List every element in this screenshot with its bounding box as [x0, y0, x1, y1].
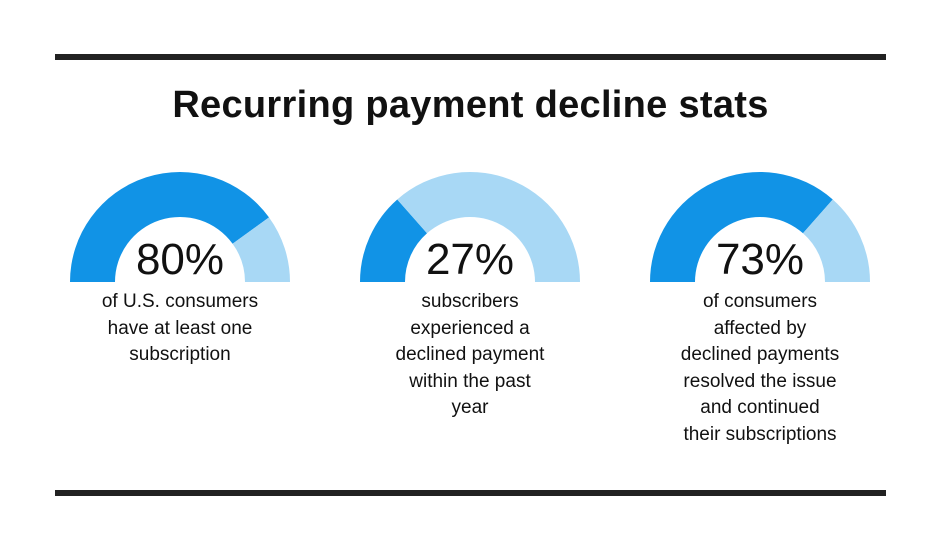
gauge-percentage: 80% — [135, 235, 225, 284]
gauge-1: 80% of U.S. consumers have at least one sub… — [60, 167, 300, 365]
description-line: of consumers — [702, 291, 818, 312]
gauge-3: 73% of consumers affected by declined payme… — [640, 167, 880, 445]
description-line: subscription — [129, 344, 231, 366]
gauge-arc — [70, 172, 290, 282]
description-line: of U.S. consumers — [101, 291, 259, 312]
gauge-arc — [650, 172, 870, 282]
gauge-arc — [360, 172, 580, 282]
gauge-remaining-segment — [397, 172, 580, 282]
gauge-description: subscribers experienced a declined payment… — [330, 289, 610, 422]
gauge-remaining-segment — [802, 199, 870, 282]
gauge-description: of consumers affected by declined payments… — [620, 289, 900, 449]
description-line: year — [451, 397, 489, 419]
description-line: subscribers — [421, 291, 519, 312]
description-line: declined payments — [680, 344, 840, 366]
gauge-percentage: 73% — [715, 235, 805, 284]
description-line: their subscriptions — [683, 423, 837, 445]
gauge-filled-segment — [650, 172, 833, 282]
top-divider — [55, 54, 886, 60]
gauge-filled-segment — [70, 172, 269, 282]
description-line: within the past — [409, 370, 531, 392]
bottom-divider — [55, 490, 886, 496]
gauge-description: of U.S. consumers have at least one subscr… — [40, 289, 320, 369]
gauge-filled-segment — [360, 199, 428, 282]
description-line: and continued — [700, 397, 820, 419]
description-line: declined payment — [395, 344, 545, 366]
description-line: resolved the issue — [683, 370, 837, 392]
gauge-remaining-segment — [232, 217, 290, 282]
gauge-percentage: 27% — [425, 235, 515, 284]
page-title: Recurring payment decline stats — [172, 84, 769, 126]
description-line: affected by — [713, 317, 807, 339]
description-line: have at least one — [107, 317, 253, 339]
gauge-2: 27% subscribers experienced a declined paym… — [350, 167, 590, 418]
description-line: experienced a — [410, 317, 530, 339]
